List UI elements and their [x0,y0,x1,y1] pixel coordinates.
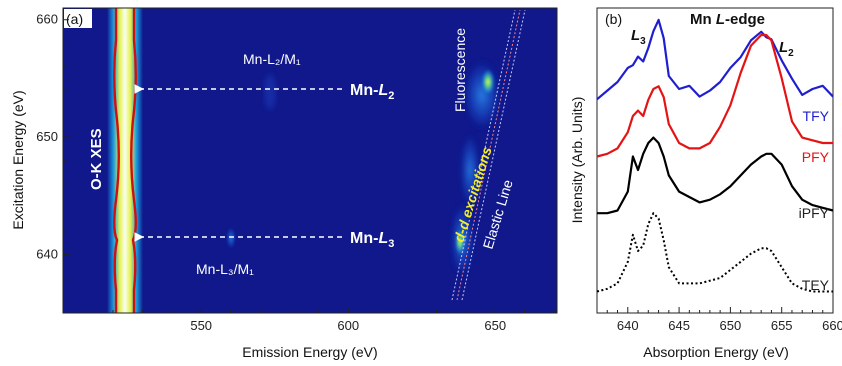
panel-a-xtick-label: 550 [190,318,212,333]
fluorescence-label: Fluorescence [452,28,468,112]
panel-b-xlabel: Absorption Energy (eV) [643,344,789,360]
panel-b-xtick-label: 655 [771,318,793,333]
panel-b-title: Mn L-edge [690,11,765,28]
fluorescence-blob-l2 [462,57,502,133]
panel-a: (a) O-K XES Mn-L2 Mn-L3 Mn-L₂/M₁ Mn-L₃/M… [10,7,558,360]
peak-label-l2: L2 [779,39,794,59]
panel-b-xtick-label: 645 [668,318,690,333]
mn-l2-label: Mn-L2 [350,82,394,102]
panel-a-ylabel: Excitation Energy (eV) [10,90,26,229]
peak-label-l3: L3 [631,27,646,47]
panel-a-xtick-label: 650 [484,318,506,333]
panel-a-tag-box [64,9,92,28]
series-label-tfy: TFY [803,108,830,124]
mn-l2m1-spot [264,74,276,110]
panel-b-xtick-label: 640 [617,318,639,333]
panel-a-ytick-label: 640 [36,246,58,261]
mn-l2m1-label: Mn-L₂/M₁ [243,51,301,67]
series-line-pfy [596,33,833,158]
dd-blob-mid [460,130,480,210]
series-line-ipfy [597,136,834,215]
panel-a-axes: 550 600 650 640 650 660 [36,12,555,333]
panel-b-tag: (b) [605,11,622,27]
panel-b: (b) Mn L-edge L3 L2 TFY PFY iPFY TEY 640 645… [569,7,842,360]
panel-a-xtick-label: 600 [337,318,359,333]
panel-a-tag: (a) [66,11,83,27]
series-line-tfy [596,18,834,101]
mn-l3m1-label: Mn-L₃/M₁ [196,261,254,277]
fluorescence-blob-l2-core [481,68,495,96]
series-line-tey [596,212,833,293]
dd-blob-l3-core [455,228,465,256]
panel-b-axes: 640 645 650 655 660 [606,307,842,333]
o-k-xes-band [107,8,143,313]
panel-a-xlabel: Emission Energy (eV) [242,344,377,360]
mn-l3m1-spot [226,226,236,250]
elastic-line-1 [451,9,516,301]
panel-b-xtick-label: 650 [720,318,742,333]
panel-a-ytick-label: 660 [36,12,58,27]
o-k-xes-label: O-K XES [88,128,105,190]
series-label-tey: TEY [802,277,830,293]
elastic-line-2 [456,9,521,301]
panel-a-ytick-label: 650 [36,129,58,144]
o-k-xes-red-contour-left [113,8,120,313]
panel-b-ylabel: Intensity (Arb. Units) [569,97,585,224]
panel-b-series: TFY PFY iPFY TEY [596,18,834,293]
series-label-pfy: PFY [802,149,830,165]
panel-b-xtick-label: 660 [822,318,842,333]
mn-l3-label: Mn-L3 [350,230,394,250]
elastic-line-3 [461,9,526,301]
series-label-ipfy: iPFY [799,205,830,221]
